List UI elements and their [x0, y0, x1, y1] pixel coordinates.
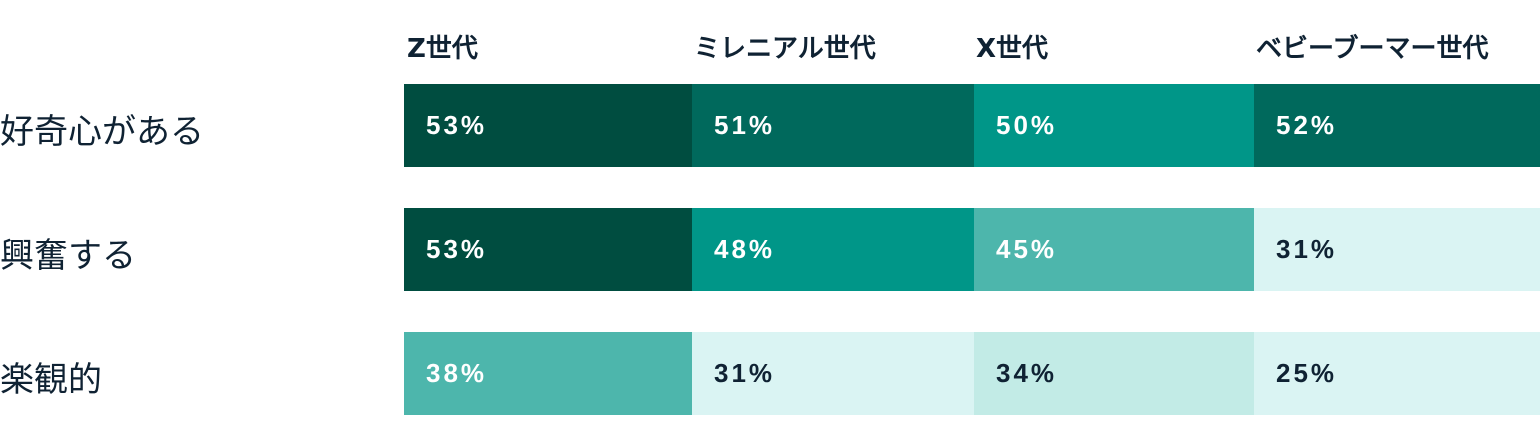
cell-value-label: 31%: [714, 358, 776, 388]
column-header: X世代: [976, 34, 1049, 64]
heatmap-cell: 48%: [692, 208, 974, 291]
column-header: ミレニアル世代: [694, 34, 876, 64]
cell-value-label: 52%: [1276, 110, 1338, 140]
cell-value-label: 38%: [426, 358, 488, 388]
heatmap-cell: 45%: [974, 208, 1254, 291]
row-label: 好奇心がある: [0, 112, 204, 152]
heatmap-cell: 53%: [404, 84, 692, 167]
heatmap-cell: 31%: [1254, 208, 1540, 291]
cell-value-label: 50%: [996, 110, 1058, 140]
heatmap-cell: 38%: [404, 332, 692, 415]
cell-value-label: 31%: [1276, 234, 1338, 264]
heatmap-cell: 31%: [692, 332, 974, 415]
cell-value-label: 45%: [996, 234, 1058, 264]
heatmap-cell: 50%: [974, 84, 1254, 167]
heatmap-cell: 53%: [404, 208, 692, 291]
cell-value-label: 34%: [996, 358, 1058, 388]
heatmap-cell: 25%: [1254, 332, 1540, 415]
cell-value-label: 53%: [426, 110, 488, 140]
row-label: 興奮する: [0, 236, 136, 276]
cell-value-label: 51%: [714, 110, 776, 140]
column-header: Z世代: [407, 34, 478, 64]
heatmap-cell: 52%: [1254, 84, 1540, 167]
row-label: 楽観的: [0, 360, 102, 400]
cell-value-label: 48%: [714, 234, 776, 264]
heatmap-cell: 34%: [974, 332, 1254, 415]
column-header: ベビーブーマー世代: [1256, 34, 1489, 64]
cell-value-label: 53%: [426, 234, 488, 264]
heatmap-cell: 51%: [692, 84, 974, 167]
cell-value-label: 25%: [1276, 358, 1338, 388]
